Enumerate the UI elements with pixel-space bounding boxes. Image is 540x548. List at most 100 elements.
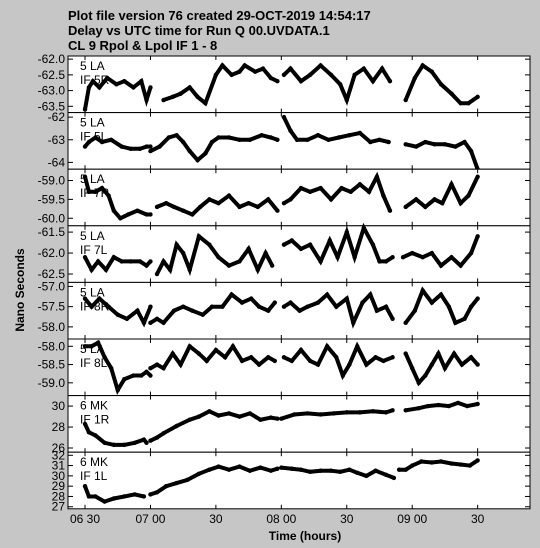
data-point bbox=[334, 355, 339, 360]
data-point bbox=[157, 144, 162, 149]
data-point bbox=[403, 351, 408, 356]
data-point bbox=[200, 312, 206, 317]
data-point bbox=[298, 78, 304, 84]
data-point bbox=[318, 468, 323, 473]
data-point bbox=[148, 212, 153, 217]
data-point bbox=[141, 437, 147, 442]
data-point bbox=[403, 408, 408, 413]
data-point bbox=[216, 255, 221, 260]
data-point bbox=[347, 467, 352, 472]
data-point bbox=[239, 358, 245, 364]
data-point bbox=[111, 255, 117, 260]
data-point bbox=[195, 94, 200, 100]
data-point bbox=[423, 373, 428, 378]
x-tick-label: 30 bbox=[471, 512, 485, 526]
data-point bbox=[148, 492, 153, 497]
panel-antenna-label: 5 LA bbox=[80, 116, 105, 130]
data-point bbox=[370, 242, 376, 247]
series-segment bbox=[149, 132, 279, 163]
data-point bbox=[258, 417, 263, 422]
data-point bbox=[256, 304, 262, 309]
data-point bbox=[161, 366, 166, 371]
data-point bbox=[148, 259, 153, 264]
data-point bbox=[128, 146, 134, 152]
data-point bbox=[237, 137, 242, 142]
data-point bbox=[429, 69, 435, 74]
data-point bbox=[429, 362, 435, 367]
series-segment bbox=[404, 286, 480, 326]
y-tick-label: -64 bbox=[48, 155, 66, 169]
data-point bbox=[122, 442, 127, 448]
data-point bbox=[126, 212, 131, 217]
data-point bbox=[82, 174, 88, 179]
data-point bbox=[281, 355, 287, 360]
panel-frame bbox=[67, 338, 531, 397]
data-point bbox=[410, 366, 415, 371]
data-point bbox=[307, 189, 313, 195]
data-point bbox=[387, 78, 393, 84]
data-point bbox=[292, 412, 297, 417]
data-point bbox=[82, 483, 88, 489]
data-point bbox=[204, 358, 209, 364]
data-point bbox=[216, 413, 221, 418]
data-point bbox=[255, 204, 260, 210]
data-point bbox=[307, 358, 313, 364]
panel-frame bbox=[67, 451, 531, 510]
panel-antenna-label: 5 LA bbox=[80, 229, 105, 243]
data-point bbox=[97, 296, 102, 301]
data-point bbox=[360, 300, 365, 305]
x-tick-label: 06 30 bbox=[70, 512, 100, 526]
data-point bbox=[288, 66, 293, 71]
data-point bbox=[237, 414, 242, 419]
header-line-1: Plot file version 76 created 29-OCT-2019… bbox=[68, 8, 371, 23]
data-point bbox=[466, 100, 471, 106]
data-point bbox=[432, 142, 437, 147]
data-point bbox=[381, 358, 386, 364]
data-point bbox=[184, 477, 190, 483]
data-point bbox=[344, 229, 349, 235]
data-point bbox=[420, 288, 425, 293]
data-point bbox=[412, 75, 418, 81]
x-tick-label: 08 00 bbox=[266, 512, 296, 526]
data-point bbox=[170, 351, 175, 356]
data-point bbox=[379, 66, 385, 71]
data-point bbox=[161, 320, 166, 326]
data-point bbox=[425, 403, 431, 409]
data-point bbox=[289, 466, 295, 471]
data-point bbox=[475, 94, 480, 100]
data-point bbox=[106, 193, 111, 198]
data-point bbox=[339, 185, 344, 191]
data-point bbox=[440, 200, 445, 206]
data-point bbox=[180, 208, 186, 213]
data-point bbox=[263, 250, 268, 256]
data-point bbox=[154, 362, 160, 367]
data-point bbox=[355, 470, 360, 475]
panel-antenna-label: 6 MK bbox=[80, 455, 108, 469]
data-point bbox=[135, 308, 140, 313]
data-point bbox=[442, 366, 448, 371]
header-line-2: Delay vs UTC time for Run Q 00.UVDATA.1 bbox=[68, 23, 330, 38]
data-point bbox=[229, 292, 234, 297]
data-point bbox=[144, 263, 149, 268]
data-point bbox=[459, 362, 465, 367]
data-point bbox=[209, 139, 215, 145]
data-point bbox=[89, 267, 94, 273]
data-point bbox=[318, 412, 323, 417]
data-point bbox=[390, 355, 395, 360]
data-point bbox=[318, 63, 323, 68]
data-point bbox=[275, 466, 280, 471]
data-point bbox=[216, 464, 221, 469]
data-point bbox=[207, 409, 212, 414]
data-point bbox=[429, 250, 435, 256]
data-point bbox=[272, 300, 277, 305]
data-point bbox=[119, 144, 124, 149]
data-point bbox=[436, 402, 441, 408]
data-point bbox=[366, 189, 372, 195]
data-point bbox=[161, 97, 166, 103]
data-point bbox=[226, 467, 232, 472]
y-tick-label: 27 bbox=[52, 500, 66, 514]
panel-antenna-label: 6 MK bbox=[80, 399, 108, 413]
